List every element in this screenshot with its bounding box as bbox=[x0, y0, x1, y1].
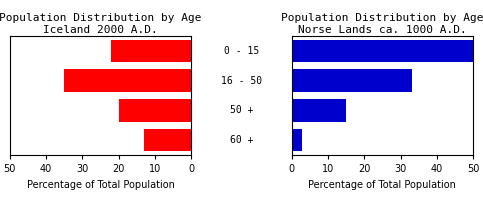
Bar bbox=[292, 99, 346, 122]
Text: 50 +: 50 + bbox=[230, 105, 253, 115]
Title: Population Distribution by Age
Iceland 2000 A.D.: Population Distribution by Age Iceland 2… bbox=[0, 14, 202, 35]
Bar bbox=[144, 129, 191, 151]
Bar bbox=[64, 69, 191, 92]
Bar bbox=[292, 69, 412, 92]
Text: 16 - 50: 16 - 50 bbox=[221, 76, 262, 86]
Bar bbox=[119, 99, 191, 122]
Bar bbox=[112, 40, 191, 62]
X-axis label: Percentage of Total Population: Percentage of Total Population bbox=[309, 180, 456, 190]
Bar bbox=[292, 40, 473, 62]
Title: Population Distribution by Age
Norse Lands ca. 1000 A.D.: Population Distribution by Age Norse Lan… bbox=[281, 14, 483, 35]
Text: 0 - 15: 0 - 15 bbox=[224, 46, 259, 56]
Text: 60 +: 60 + bbox=[230, 135, 253, 145]
Bar bbox=[292, 129, 302, 151]
X-axis label: Percentage of Total Population: Percentage of Total Population bbox=[27, 180, 174, 190]
